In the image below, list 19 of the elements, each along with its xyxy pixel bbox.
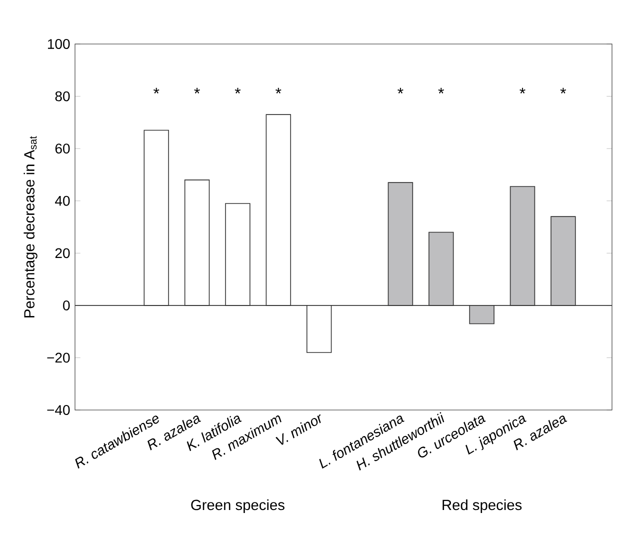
annotation: * <box>154 88 160 94</box>
annotation: * <box>234 88 241 94</box>
y-tick-label: 20 <box>55 248 70 258</box>
annotation: * <box>438 88 444 94</box>
text: Green species <box>191 499 284 514</box>
y-tick-label: 60 <box>55 144 70 154</box>
y-tick-label: −20 <box>47 352 70 363</box>
annotation: * <box>194 88 200 94</box>
y-tick-label: 40 <box>55 196 70 206</box>
annotation: * <box>276 88 282 94</box>
text: Red species <box>442 499 522 514</box>
y-tick-label: 0 <box>63 300 70 310</box>
annotation: * <box>520 88 526 94</box>
annotation: * <box>560 88 566 94</box>
y-tick-label: 100 <box>48 39 70 49</box>
y-tick-label: −40 <box>47 405 70 415</box>
y-tick-label: 80 <box>55 91 70 102</box>
annotation: * <box>398 88 404 94</box>
y-axis-title: Percentage decrease in A$_{sat}$ <box>24 136 38 318</box>
